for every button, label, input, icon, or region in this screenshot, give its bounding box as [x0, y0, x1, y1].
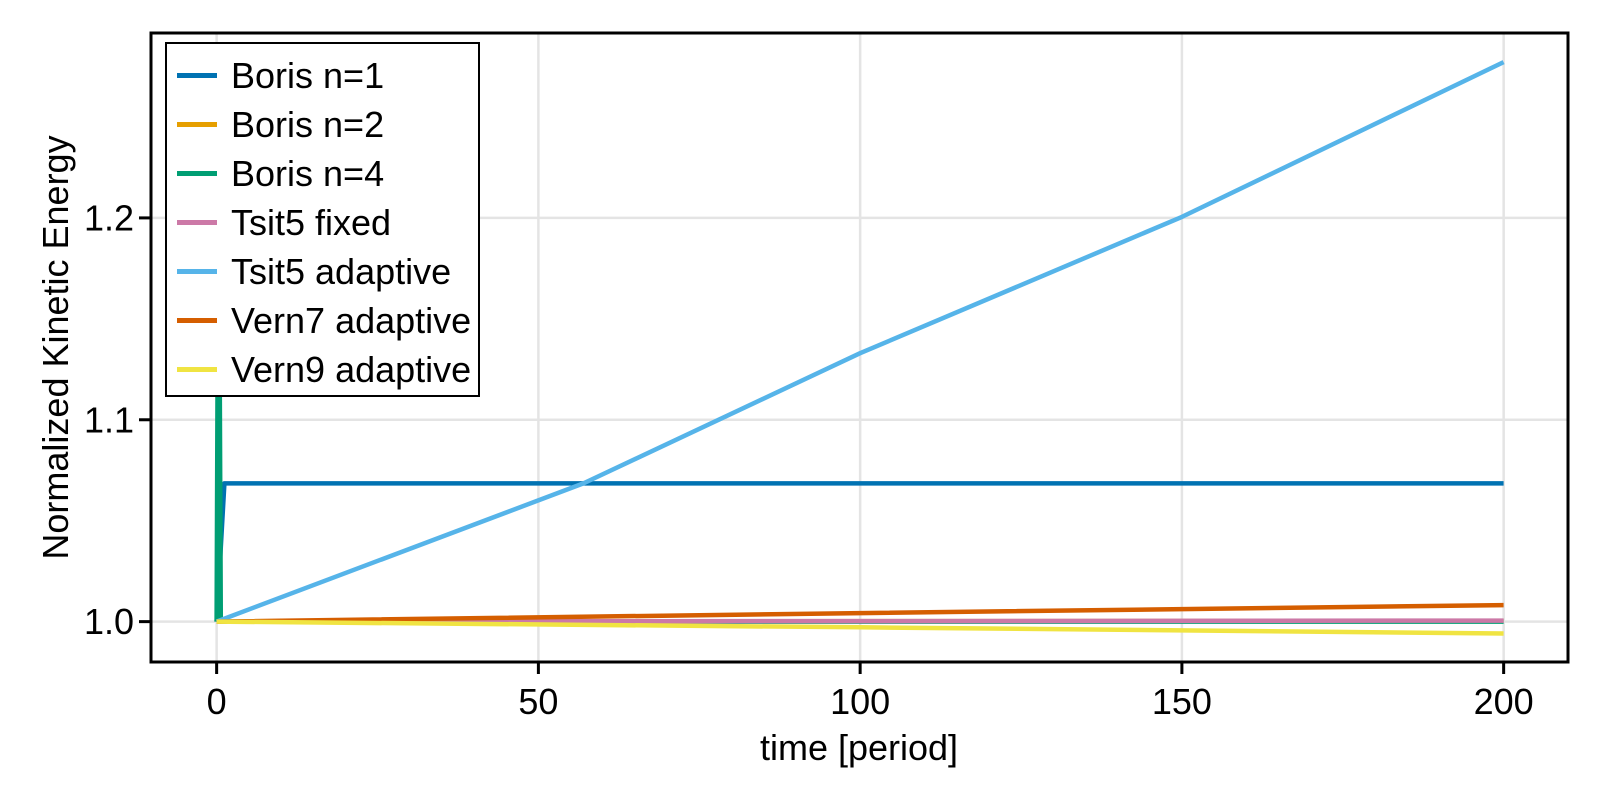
legend-item-label: Boris n=4 — [231, 152, 385, 194]
legend-line-swatch — [177, 220, 217, 225]
legend-line-swatch — [177, 122, 217, 127]
legend-line-swatch — [177, 367, 217, 372]
legend-item-label: Tsit5 adaptive — [231, 250, 452, 292]
legend-item-label: Boris n=2 — [231, 103, 385, 145]
legend-item: Boris n=1 — [167, 51, 478, 100]
y-tick-label: 1.0 — [84, 601, 134, 642]
legend-item: Vern7 adaptive — [167, 296, 478, 345]
legend-item: Boris n=4 — [167, 149, 478, 198]
legend-item-label: Vern9 adaptive — [231, 348, 472, 390]
series-line-vern7-adaptive — [216, 602, 1504, 624]
x-tick-label: 200 — [1474, 681, 1534, 722]
series-line-tsit5-adaptive — [215, 60, 1505, 624]
legend-item: Tsit5 fixed — [167, 198, 478, 247]
series-line-vern9-adaptive — [216, 619, 1504, 636]
legend-item-label: Vern7 adaptive — [231, 299, 472, 341]
x-axis-title: time [period] — [760, 727, 958, 768]
legend-item: Vern9 adaptive — [167, 345, 478, 394]
y-axis-title: Normalized Kinetic Energy — [35, 135, 76, 559]
tick-layer: 0 50 100 150 200 1.0 1.1 1.2 — [84, 197, 1534, 722]
legend-line-swatch — [177, 73, 217, 78]
legend-line-swatch — [177, 171, 217, 176]
legend-item-label: Boris n=1 — [231, 54, 385, 96]
legend-item-label: Tsit5 fixed — [231, 201, 392, 243]
legend-item: Tsit5 adaptive — [167, 247, 478, 296]
legend-line-swatch — [177, 318, 217, 323]
legend-line-swatch — [177, 269, 217, 274]
y-tick-label: 1.1 — [84, 399, 134, 440]
x-tick-label: 100 — [830, 681, 890, 722]
x-tick-label: 150 — [1152, 681, 1212, 722]
y-tick-label: 1.2 — [84, 197, 134, 238]
legend-item: Boris n=2 — [167, 100, 478, 149]
legend: Boris n=1 Boris n=2 Boris n=4 Tsit5 fixed Ts… — [165, 42, 480, 397]
x-tick-label: 50 — [518, 681, 558, 722]
x-tick-label: 0 — [207, 681, 227, 722]
